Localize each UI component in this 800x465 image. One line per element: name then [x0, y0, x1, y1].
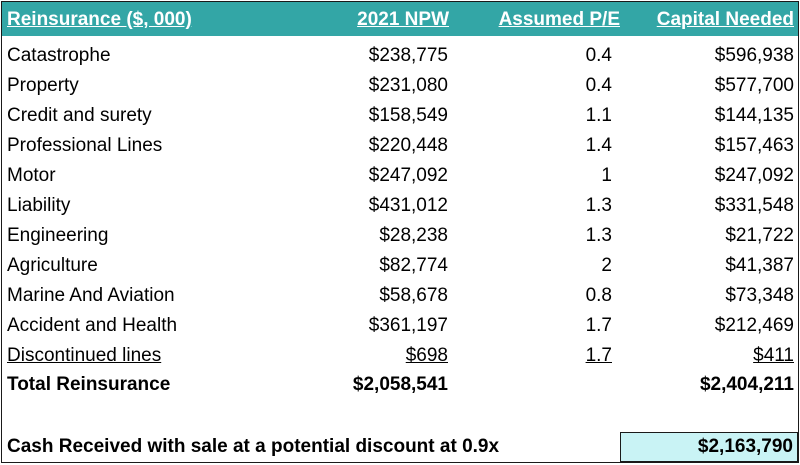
row-npw: $82,774 [379, 255, 448, 276]
total-row: Total Reinsurance $2,058,541 $2,404,211 [2, 371, 798, 401]
row-capital: $331,548 [714, 195, 794, 216]
row-pe: 0.4 [585, 75, 612, 96]
row-pe: 1.3 [585, 225, 612, 246]
row-name: Agriculture [7, 255, 98, 276]
table-row: Motor $247,092 1 $247,092 [2, 162, 798, 192]
row-capital: $21,722 [725, 225, 794, 246]
row-capital: $411 [753, 345, 794, 366]
row-npw: $247,092 [368, 165, 448, 186]
row-name: Accident and Health [7, 315, 178, 336]
row-npw: $698 [405, 345, 448, 366]
table-row: Marine And Aviation $58,678 0.8 $73,348 [2, 282, 798, 312]
row-pe: 1.1 [585, 105, 612, 126]
table-row: Catastrophe $238,775 0.4 $596,938 [2, 42, 798, 72]
row-npw: $158,549 [368, 105, 448, 126]
header-reinsurance: Reinsurance ($, 000) [7, 9, 192, 30]
row-npw: $361,197 [368, 315, 448, 336]
table-row: Discontinued lines $698 1.7 $411 [2, 342, 798, 372]
row-npw: $28,238 [379, 225, 448, 246]
cash-received-label: Cash Received with sale at a potential d… [7, 436, 500, 457]
table-header: Reinsurance ($, 000) 2021 NPW Assumed P/… [2, 2, 798, 36]
row-name: Property [7, 75, 79, 96]
row-pe: 1.3 [585, 195, 612, 216]
total-npw: $2,058,541 [352, 374, 448, 395]
cash-received-row: Cash Received with sale at a potential d… [2, 432, 798, 462]
table-row: Engineering $28,238 1.3 $21,722 [2, 222, 798, 252]
row-npw: $58,678 [379, 285, 448, 306]
header-assumed-pe: Assumed P/E [498, 9, 620, 30]
cash-received-value-cell: $2,163,790 [620, 432, 798, 462]
row-capital: $41,387 [725, 255, 794, 276]
header-capital-needed: Capital Needed [656, 9, 794, 30]
row-name: Catastrophe [7, 45, 111, 66]
table-row: Professional Lines $220,448 1.4 $157,463 [2, 132, 798, 162]
row-npw: $238,775 [368, 45, 448, 66]
row-capital: $596,938 [714, 45, 794, 66]
table-row: Agriculture $82,774 2 $41,387 [2, 252, 798, 282]
row-npw: $220,448 [368, 135, 448, 156]
row-name: Professional Lines [7, 135, 163, 156]
cash-received-value: $2,163,790 [697, 436, 793, 457]
row-name: Engineering [7, 225, 109, 246]
row-capital: $157,463 [714, 135, 794, 156]
table-row: Liability $431,012 1.3 $331,548 [2, 192, 798, 222]
row-npw: $431,012 [368, 195, 448, 216]
row-name: Liability [7, 195, 71, 216]
row-name: Motor [7, 165, 56, 186]
row-capital: $212,469 [714, 315, 794, 336]
row-name: Marine And Aviation [7, 285, 175, 306]
row-pe: 0.4 [585, 45, 612, 66]
row-capital: $73,348 [725, 285, 794, 306]
table-row: Accident and Health $361,197 1.7 $212,46… [2, 312, 798, 342]
row-pe: 1.7 [585, 315, 612, 336]
total-label: Total Reinsurance [7, 374, 171, 395]
row-capital: $247,092 [714, 165, 794, 186]
row-pe: 1.4 [585, 135, 612, 156]
table-row: Property $231,080 0.4 $577,700 [2, 72, 798, 102]
row-capital: $577,700 [714, 75, 794, 96]
total-capital: $2,404,211 [699, 374, 794, 395]
row-name: Credit and surety [7, 105, 152, 126]
row-pe: 1.7 [585, 345, 612, 366]
row-npw: $231,080 [368, 75, 448, 96]
table-row: Credit and surety $158,549 1.1 $144,135 [2, 102, 798, 132]
row-pe: 1 [601, 165, 612, 186]
row-name: Discontinued lines [7, 345, 162, 366]
header-2021-npw: 2021 NPW [357, 9, 449, 30]
row-capital: $144,135 [714, 105, 794, 126]
row-pe: 2 [601, 255, 612, 276]
row-pe: 0.8 [585, 285, 612, 306]
